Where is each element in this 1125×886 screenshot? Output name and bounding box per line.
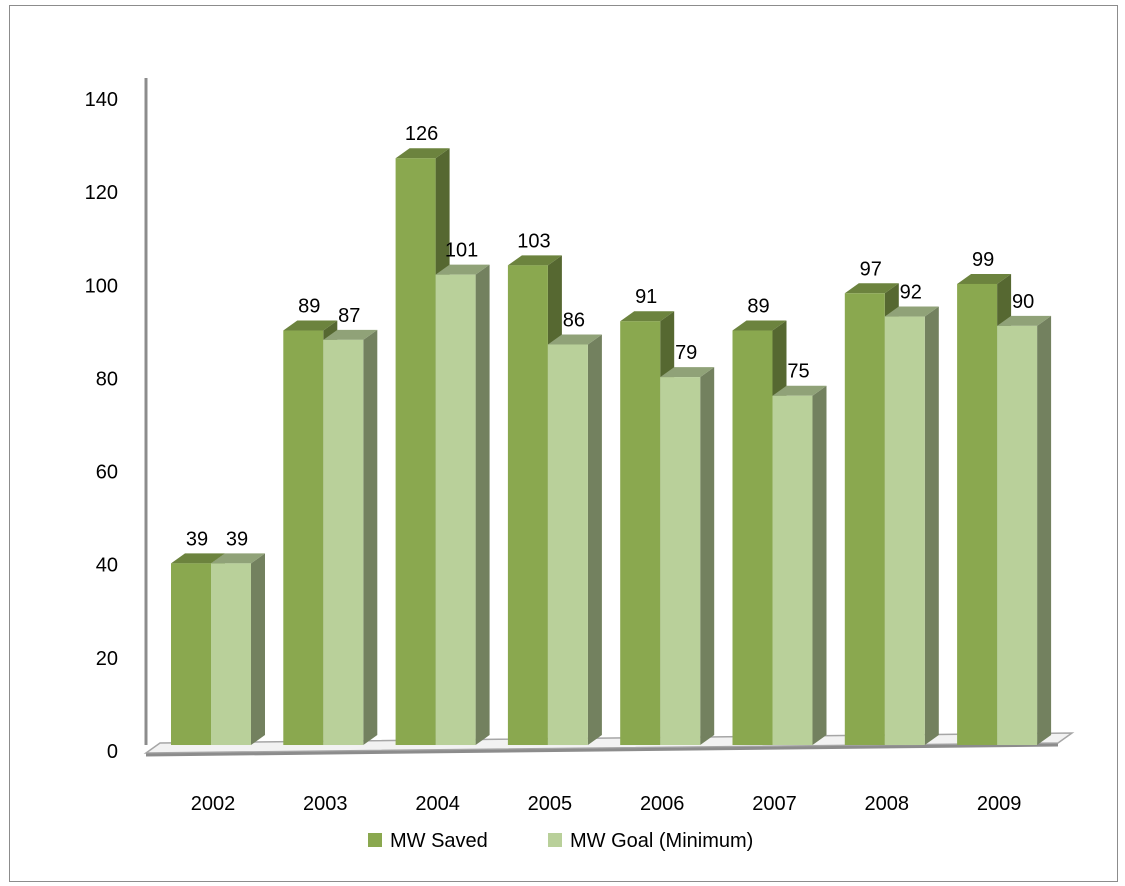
y-tick-label: 20 xyxy=(96,648,118,670)
x-tick-label: 2008 xyxy=(865,793,910,815)
x-tick-label: 2009 xyxy=(977,793,1022,815)
bar-side xyxy=(1037,315,1052,745)
x-axis-line xyxy=(145,743,1059,757)
data-label: 97 xyxy=(860,258,882,280)
bar-top xyxy=(211,553,265,564)
bar-top xyxy=(435,264,490,275)
bar-side xyxy=(812,385,827,745)
x-axis-floor xyxy=(143,732,1075,754)
bar xyxy=(660,377,701,745)
bar-top xyxy=(620,311,675,322)
bar-top xyxy=(997,315,1052,326)
x-tick-label: 2005 xyxy=(528,793,573,815)
legend-swatch xyxy=(368,833,382,847)
bar-top xyxy=(732,320,787,331)
bar-side xyxy=(475,264,490,745)
y-tick-label: 0 xyxy=(107,741,118,763)
bar xyxy=(732,330,773,745)
bar xyxy=(283,330,324,745)
bar-side xyxy=(700,367,715,745)
y-tick-label: 140 xyxy=(85,89,118,111)
legend-label: MW Goal (Minimum) xyxy=(570,830,753,852)
data-label: 91 xyxy=(635,286,657,308)
bar-side xyxy=(363,329,378,745)
bar-top xyxy=(507,255,562,266)
data-label: 39 xyxy=(186,528,208,550)
bar xyxy=(507,265,548,745)
bar xyxy=(547,344,588,745)
bar-side xyxy=(587,334,602,745)
bar-top xyxy=(171,553,225,564)
data-label: 89 xyxy=(747,296,769,318)
y-tick-label: 100 xyxy=(85,275,118,297)
bar xyxy=(211,563,251,745)
bar-side xyxy=(251,553,265,745)
legend-swatch xyxy=(548,833,562,847)
bar xyxy=(395,158,436,745)
data-label: 75 xyxy=(787,361,809,383)
x-tick-label: 2002 xyxy=(191,793,236,815)
bar xyxy=(957,283,998,745)
bar xyxy=(435,274,476,745)
bar-top xyxy=(660,367,715,378)
y-tick-label: 80 xyxy=(96,368,118,390)
bar xyxy=(997,325,1038,745)
bar-top xyxy=(844,283,899,294)
bar xyxy=(884,316,925,745)
data-label: 101 xyxy=(445,240,478,262)
bar-top xyxy=(547,334,602,345)
bar xyxy=(171,563,211,745)
y-tick-label: 60 xyxy=(96,462,118,484)
bar xyxy=(323,339,364,745)
bar-top xyxy=(395,148,450,159)
data-label: 99 xyxy=(972,249,994,271)
data-label: 103 xyxy=(517,230,550,252)
bar xyxy=(772,395,813,745)
x-tick-label: 2003 xyxy=(303,793,348,815)
bar-top xyxy=(283,320,338,331)
data-label: 92 xyxy=(900,282,922,304)
bar-top xyxy=(957,273,1012,284)
bar-top xyxy=(323,329,378,340)
x-tick-label: 2006 xyxy=(640,793,685,815)
y-tick-label: 40 xyxy=(96,555,118,577)
data-label: 86 xyxy=(563,309,585,331)
data-label: 39 xyxy=(226,528,248,550)
data-label: 126 xyxy=(405,123,438,145)
bar-top xyxy=(772,385,827,396)
bar-top xyxy=(884,306,939,317)
bar xyxy=(620,321,661,745)
x-tick-label: 2007 xyxy=(752,793,797,815)
data-label: 90 xyxy=(1012,291,1034,313)
data-label: 87 xyxy=(338,305,360,327)
x-tick-label: 2004 xyxy=(415,793,460,815)
y-tick-label: 120 xyxy=(85,182,118,204)
bar-side xyxy=(924,306,939,745)
bar xyxy=(844,293,885,745)
data-label: 89 xyxy=(298,296,320,318)
legend-label: MW Saved xyxy=(390,830,488,852)
data-label: 79 xyxy=(675,342,697,364)
